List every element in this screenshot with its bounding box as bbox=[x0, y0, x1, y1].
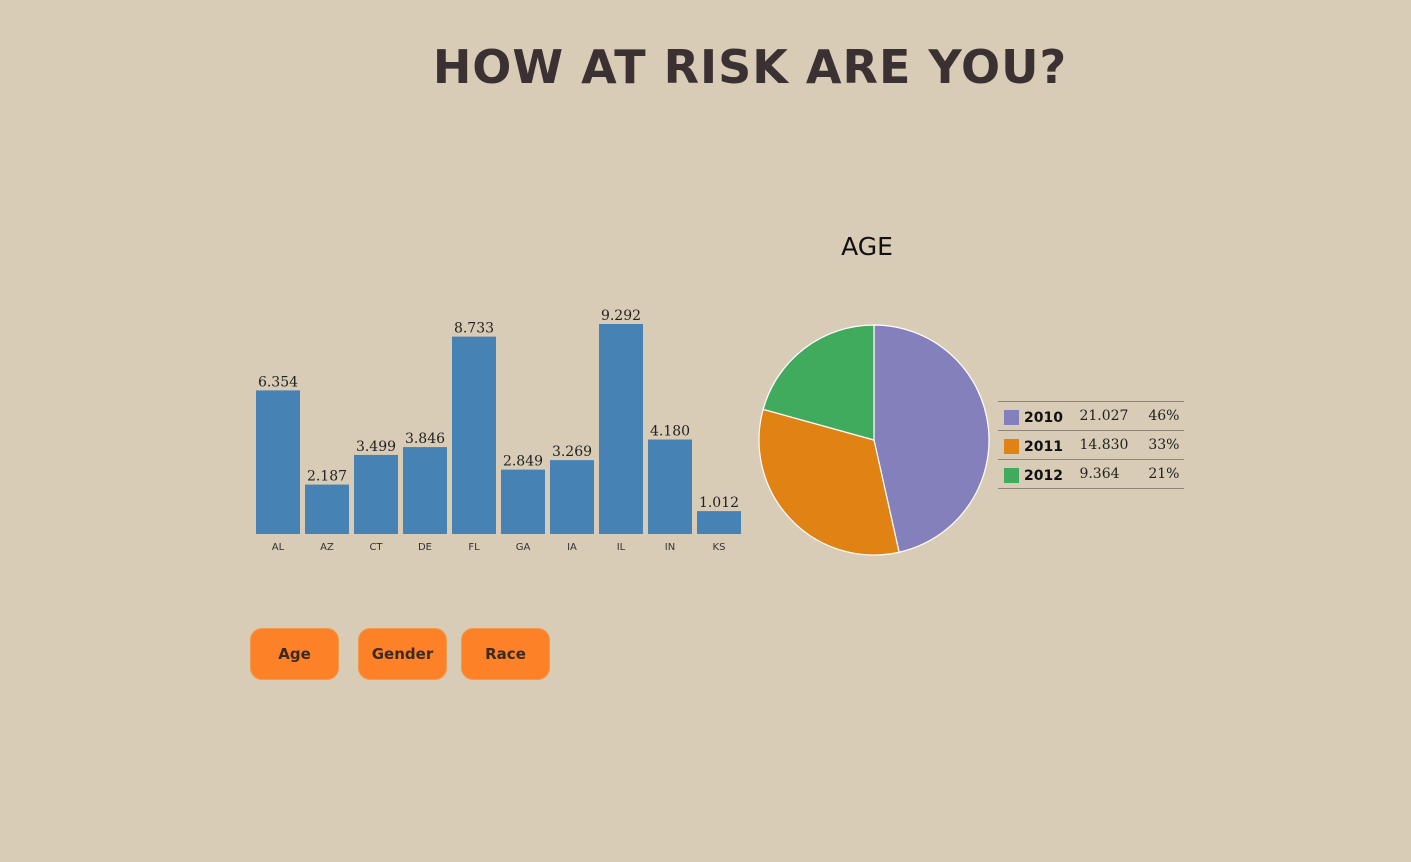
bar-al bbox=[256, 390, 300, 534]
legend-year: 2012 bbox=[1024, 467, 1063, 484]
x-tick-label: AL bbox=[272, 542, 285, 553]
bar-value-label: 4.180 bbox=[650, 424, 690, 440]
age-button[interactable]: Age bbox=[250, 628, 339, 680]
legend-row-2012: 2012 9.364 21% bbox=[998, 459, 1184, 489]
gender-button[interactable]: Gender bbox=[358, 628, 447, 680]
pie-slice-2011 bbox=[758, 408, 900, 556]
bar-value-label: 6.354 bbox=[258, 374, 298, 390]
x-tick-label: FL bbox=[468, 542, 480, 553]
pie-slice-2010 bbox=[873, 324, 990, 553]
x-tick-label: IL bbox=[617, 542, 626, 553]
bar-value-label: 9.292 bbox=[601, 308, 641, 324]
x-tick-label: CT bbox=[369, 542, 383, 553]
bar-value-label: 3.269 bbox=[552, 444, 592, 460]
race-button[interactable]: Race bbox=[461, 628, 550, 680]
bar-value-label: 3.499 bbox=[356, 439, 396, 455]
legend-percent: 33% bbox=[1134, 430, 1184, 460]
legend-percent: 46% bbox=[1134, 401, 1184, 431]
legend-year: 2010 bbox=[1024, 409, 1063, 426]
bar-chart: 6.354 AL 2.187 AZ 3.499 CT 3.846 DE 8.733 FL 2.849… bbox=[256, 308, 741, 553]
bar-value-label: 2.187 bbox=[307, 469, 347, 485]
bar-value-label: 1.012 bbox=[699, 495, 739, 511]
bar-ga bbox=[501, 469, 545, 534]
x-tick-label: DE bbox=[418, 542, 432, 553]
legend-value: 14.830 bbox=[1069, 430, 1135, 460]
legend-value: 9.364 bbox=[1069, 459, 1135, 489]
bar-ia bbox=[550, 460, 594, 534]
legend-row-2010: 2010 21.027 46% bbox=[998, 401, 1184, 431]
legend-swatch-2011 bbox=[1004, 438, 1019, 454]
pie-legend: 2010 21.027 46% 2011 14.830 33% 2012 9.3… bbox=[998, 401, 1184, 489]
legend-percent: 21% bbox=[1134, 459, 1184, 489]
bar-il bbox=[599, 324, 643, 534]
legend-swatch-2010 bbox=[1004, 409, 1019, 425]
legend-year: 2011 bbox=[1024, 438, 1063, 455]
x-tick-label: AZ bbox=[320, 542, 334, 553]
bar-fl bbox=[452, 336, 496, 534]
x-tick-label: IN bbox=[665, 542, 675, 553]
bar-value-label: 2.849 bbox=[503, 454, 543, 470]
bar-de bbox=[403, 447, 447, 534]
x-tick-label: GA bbox=[516, 542, 531, 553]
pie-chart bbox=[758, 324, 990, 556]
bar-value-label: 3.846 bbox=[405, 431, 445, 447]
bar-in bbox=[648, 439, 692, 534]
legend-value: 21.027 bbox=[1069, 401, 1135, 431]
bar-az bbox=[305, 484, 349, 534]
bar-ct bbox=[354, 454, 398, 534]
bar-ks bbox=[697, 511, 741, 534]
x-tick-label: KS bbox=[713, 542, 726, 553]
legend-swatch-2012 bbox=[1004, 467, 1019, 483]
bars-layer: 6.354 AL 2.187 AZ 3.499 CT 3.846 DE 8.733 FL 2.849… bbox=[256, 308, 741, 553]
x-tick-label: IA bbox=[567, 542, 577, 553]
bar-value-label: 8.733 bbox=[454, 321, 494, 337]
page-title: HOW AT RISK ARE YOU? bbox=[432, 40, 1068, 94]
pie-layer bbox=[758, 324, 990, 556]
legend-row-2011: 2011 14.830 33% bbox=[998, 430, 1184, 460]
pie-slice-2012 bbox=[762, 324, 875, 441]
pie-chart-title: AGE bbox=[841, 232, 893, 261]
